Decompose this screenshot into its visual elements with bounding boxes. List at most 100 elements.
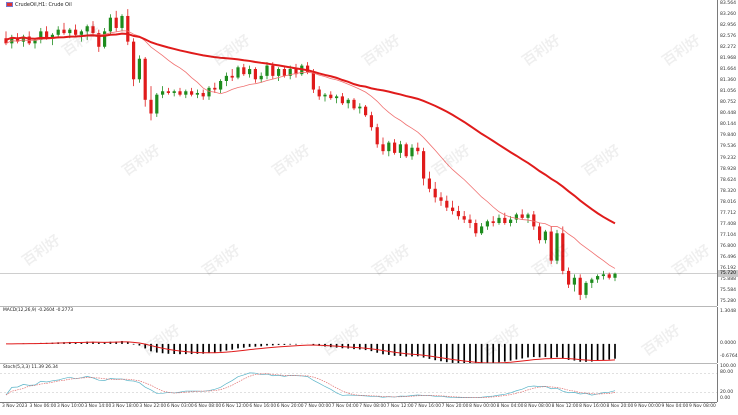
candle[interactable] <box>317 86 321 100</box>
candle[interactable] <box>294 63 298 78</box>
candle[interactable] <box>404 142 408 158</box>
candle[interactable] <box>485 219 489 230</box>
candle[interactable] <box>277 67 281 81</box>
candle[interactable] <box>514 212 518 224</box>
candle[interactable] <box>543 229 547 244</box>
candle[interactable] <box>56 26 60 39</box>
candle[interactable] <box>427 171 431 193</box>
candle[interactable] <box>596 274 600 283</box>
candle[interactable] <box>398 140 402 158</box>
candle[interactable] <box>451 200 455 215</box>
candle[interactable] <box>184 89 188 99</box>
candle[interactable] <box>433 181 437 203</box>
candle[interactable] <box>97 29 101 52</box>
candle[interactable] <box>590 277 594 289</box>
candle[interactable] <box>236 65 240 80</box>
main-price-pane[interactable]: CrudeOil,H1: Crude Oil <box>0 0 717 307</box>
candle[interactable] <box>561 226 565 275</box>
candle[interactable] <box>155 92 159 117</box>
candle[interactable] <box>578 274 582 300</box>
candle[interactable] <box>358 103 362 114</box>
candle[interactable] <box>335 94 339 104</box>
candle[interactable] <box>491 216 495 227</box>
candle[interactable] <box>50 33 54 46</box>
price-scale[interactable]: 83.564 83.260 82.956 82.576 82.272 81.968 81.6… <box>717 0 738 306</box>
candle[interactable] <box>468 214 472 229</box>
candle[interactable] <box>224 72 228 87</box>
candle[interactable] <box>346 98 350 109</box>
candle[interactable] <box>520 209 524 220</box>
candle[interactable] <box>62 22 66 35</box>
candle[interactable] <box>242 63 246 76</box>
candle[interactable] <box>497 214 501 225</box>
price-chart-svg[interactable] <box>0 0 717 306</box>
candle[interactable] <box>195 89 199 99</box>
candle[interactable] <box>166 87 170 95</box>
candle[interactable] <box>114 10 118 32</box>
candle[interactable] <box>549 226 553 265</box>
candle[interactable] <box>120 14 124 32</box>
candle[interactable] <box>201 89 205 100</box>
candle[interactable] <box>219 79 223 93</box>
candle[interactable] <box>259 72 263 83</box>
candle[interactable] <box>364 104 368 117</box>
candle[interactable] <box>584 281 588 299</box>
candle[interactable] <box>161 86 165 99</box>
candle[interactable] <box>178 87 182 97</box>
candle[interactable] <box>474 219 478 237</box>
candle[interactable] <box>509 216 513 227</box>
candle[interactable] <box>410 144 414 160</box>
candle[interactable] <box>143 57 147 107</box>
candle[interactable] <box>381 137 385 155</box>
candle[interactable] <box>462 211 466 224</box>
candle[interactable] <box>207 86 211 100</box>
candle[interactable] <box>4 31 8 46</box>
candle[interactable] <box>416 142 420 155</box>
candle[interactable] <box>248 65 252 78</box>
candle[interactable] <box>526 212 530 224</box>
candle[interactable] <box>74 24 78 37</box>
candle[interactable] <box>538 223 542 244</box>
macd-scale[interactable]: 1.3048 0.0000 -0.6764 <box>717 307 738 363</box>
candle[interactable] <box>567 267 571 289</box>
candle[interactable] <box>601 270 605 280</box>
candle[interactable] <box>39 27 43 44</box>
candle[interactable] <box>613 272 617 282</box>
time-axis[interactable]: 3 Nov 2023 3 Nov 06:00 3 Nov 10:00 3 Nov 14… <box>0 402 717 415</box>
candle[interactable] <box>190 87 194 97</box>
candle[interactable] <box>439 192 443 206</box>
candle[interactable] <box>91 21 95 35</box>
candle[interactable] <box>126 9 130 46</box>
candle[interactable] <box>369 111 373 131</box>
candle[interactable] <box>33 38 37 49</box>
candle[interactable] <box>387 140 391 157</box>
candle[interactable] <box>253 67 257 83</box>
candle[interactable] <box>607 272 611 280</box>
candle[interactable] <box>213 82 217 93</box>
candle[interactable] <box>480 223 484 235</box>
candle[interactable] <box>572 274 576 292</box>
stochastic-pane[interactable]: Stoch(5,3,3) 11.39 26.34 <box>0 364 717 403</box>
candle[interactable] <box>137 55 141 83</box>
stochastic-chart-svg[interactable] <box>0 364 717 402</box>
candle[interactable] <box>85 24 89 40</box>
candle[interactable] <box>555 229 559 265</box>
macd-pane[interactable]: MACD(12,26,9) -0.2604 -0.2773 <box>0 307 717 364</box>
candle[interactable] <box>393 139 397 155</box>
candle[interactable] <box>230 69 234 81</box>
candle[interactable] <box>352 98 356 111</box>
candle[interactable] <box>532 211 536 230</box>
candle[interactable] <box>108 14 112 35</box>
candle[interactable] <box>340 92 344 105</box>
stochastic-scale[interactable]: 100.00 80.00 20.00 0.00 <box>717 364 738 402</box>
macd-chart-svg[interactable] <box>0 307 717 363</box>
candle[interactable] <box>445 195 449 212</box>
candle[interactable] <box>323 92 327 102</box>
candle[interactable] <box>375 123 379 148</box>
candle[interactable] <box>329 91 333 100</box>
candle[interactable] <box>422 147 426 186</box>
candle[interactable] <box>149 86 153 121</box>
candle[interactable] <box>132 38 136 87</box>
candle[interactable] <box>456 205 460 220</box>
candle[interactable] <box>103 27 107 49</box>
